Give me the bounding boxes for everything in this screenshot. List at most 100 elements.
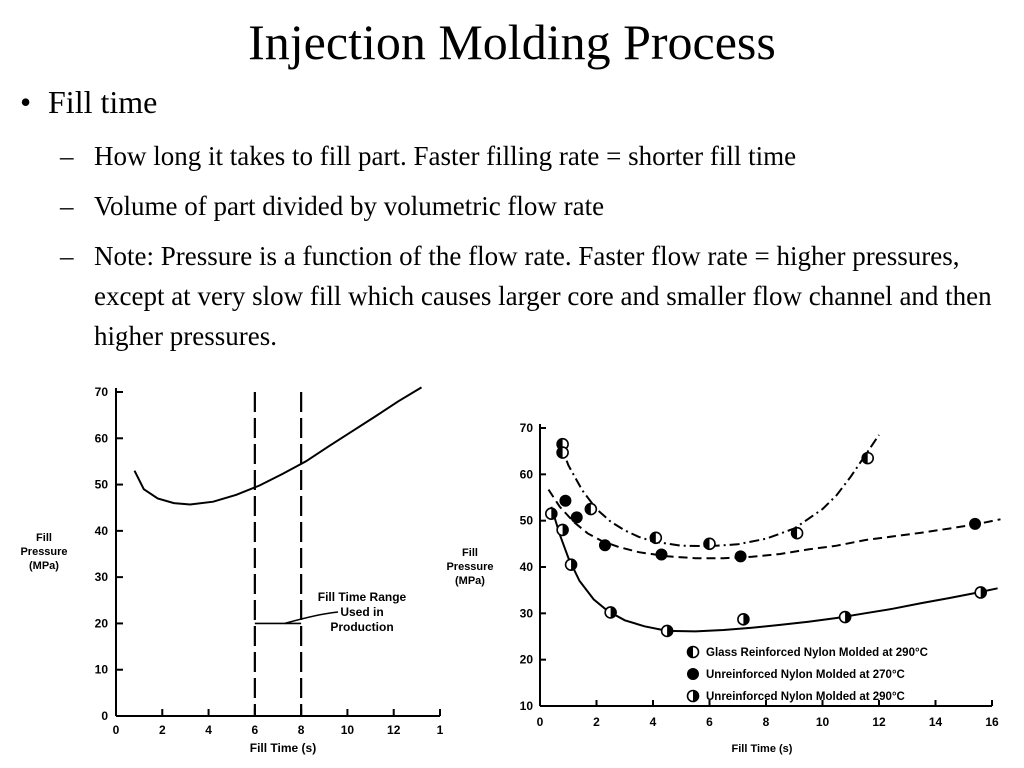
y-tick-label: 60 [95,431,109,445]
annotation-leader [284,611,339,625]
data-point-s2 [598,539,611,552]
y-tick-label: 50 [520,514,534,528]
data-point-s1 [584,502,598,516]
marker-filled [969,517,982,530]
marker-filled [570,511,583,524]
sub-bullet-text: Volume of part divided by volumetric flo… [94,191,605,221]
marker-half [650,532,656,544]
x-tick-label: 10 [341,723,355,737]
data-point-s1 [861,451,875,465]
dash-icon: – [60,191,74,221]
bullet-fill-time-text: Fill time [48,84,158,120]
data-point-s3 [974,586,988,599]
y-axis-label: Fill [36,532,52,544]
legend-entry: Glass Reinforced Nylon Molded at 290°C [706,647,928,659]
y-tick-label: 50 [95,478,109,492]
marker-half [862,452,868,464]
x-tick-label: 8 [298,723,305,737]
data-point-s3 [564,558,578,571]
data-point-s3 [604,606,617,619]
x-tick-label: 16 [985,715,999,729]
marker-filled [559,494,572,507]
sub-bullet-3: – Note: Pressure is a function of the fl… [60,236,1010,356]
y-tick-label: 20 [95,616,109,630]
marker-half [693,690,699,702]
range-annotation: Production [330,620,393,634]
range-annotation: Used in [340,605,383,619]
legend-marker [686,645,700,659]
sub-bullet-text: How long it takes to fill part. Faster f… [94,141,797,171]
legend-entry: Unreinforced Nylon Molded at 270°C [706,669,905,681]
x-axis-label: Fill Time (s) [250,741,316,755]
bullet-list: • Fill time – How long it takes to fill p… [0,0,1024,360]
y-tick-label: 30 [520,606,534,620]
y-axis-label: Pressure [446,561,493,573]
series-curve-2 [547,489,1001,560]
data-point-s1 [790,526,804,540]
y-axis-label: (MPa) [29,560,59,572]
data-point-s2 [734,550,747,563]
legend-entry: Unreinforced Nylon Molded at 290°C [706,691,905,703]
y-axis-label: Pressure [20,546,67,558]
data-point-s3 [556,523,569,537]
marker-half [743,613,749,625]
marker-filled [598,539,611,552]
data-point-s1 [556,446,569,459]
y-tick-label: 20 [520,653,534,667]
sub-bullet-1: – How long it takes to fill part. Faster… [60,136,1010,176]
marker-half [551,508,557,520]
y-axis-label: Fill [462,547,478,559]
sub-bullet-2: – Volume of part divided by volumetric f… [60,186,1010,226]
marker-half [562,524,569,536]
y-tick-label: 10 [520,699,534,713]
slide-title: Injection Molding Process [248,14,776,70]
marker-half [585,503,591,515]
data-point-s2 [655,548,668,561]
data-point-s2 [570,511,583,524]
x-tick-label: 4 [205,723,212,737]
x-tick-label: 14 [929,715,943,729]
marker-filled [734,550,747,563]
fill-pressure-curve [133,386,423,506]
legend-marker [686,689,700,703]
y-tick-label: 60 [520,467,534,481]
x-tick-label: 2 [593,715,600,729]
y-tick-label: 40 [520,560,534,574]
range-annotation: Fill Time Range [318,590,407,604]
marker-filled [687,668,699,680]
marker-half [557,447,563,459]
sub-bullet-text: Note: Pressure is a function of the flow… [94,241,992,351]
dash-icon: – [60,141,74,171]
x-tick-label: 12 [387,723,401,737]
x-tick-label: 10 [816,715,830,729]
y-tick-label: 40 [95,524,109,538]
marker-half [704,538,710,550]
x-tick-label: 1 [437,723,444,737]
x-axis-label: Fill Time (s) [732,743,793,755]
data-point-s3 [737,613,750,626]
y-axis-label: (MPa) [455,575,485,587]
data-point-s2 [559,494,572,507]
marker-half [571,559,577,571]
x-tick-label: 8 [763,715,770,729]
x-tick-label: 6 [252,723,259,737]
marker-half [687,646,693,658]
x-tick-label: 6 [706,715,713,729]
data-point-s3 [838,610,852,624]
data-point-s1 [649,531,663,545]
x-tick-label: 12 [872,715,886,729]
marker-half [791,527,798,539]
data-point-s1 [703,537,716,551]
x-tick-label: 2 [159,723,166,737]
marker-filled [655,548,668,561]
bullet-fill-time: • Fill time [20,82,157,122]
series-curve-1 [558,434,880,548]
data-point-s3 [660,624,674,638]
y-tick-label: 70 [95,385,109,399]
marker-half [845,611,851,623]
data-point-s2 [969,517,982,530]
x-tick-label: 4 [650,715,657,729]
y-tick-label: 0 [101,709,108,723]
